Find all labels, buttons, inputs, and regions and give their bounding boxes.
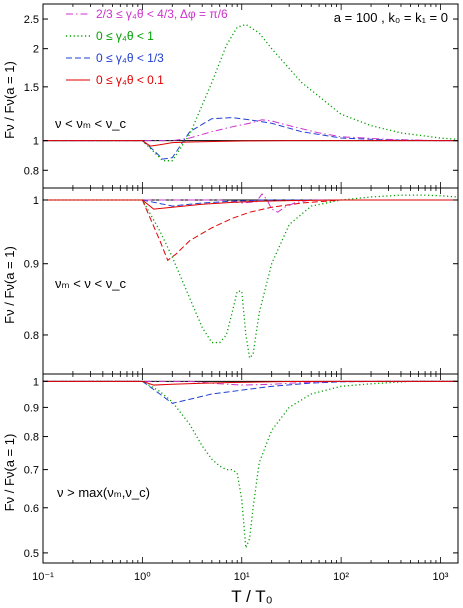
x-axis: 10⁻¹ 10⁰ 10¹ 10² 10³ T / T₀	[32, 571, 449, 606]
series-line-2-2	[43, 199, 458, 262]
panel-label: ν > max(νₘ,ν_c)	[57, 485, 150, 500]
y-tick-label: 0.8	[24, 432, 39, 444]
series-line-2-5	[43, 199, 458, 210]
y-tick-label: 2.5	[24, 14, 39, 26]
series-line-2-4	[43, 193, 458, 213]
y-tick-label: 2	[33, 44, 39, 56]
panel-label: ν < νₘ < ν_c	[55, 116, 126, 131]
series-line-1-2	[43, 117, 458, 160]
x-tick-label: 10³	[433, 571, 449, 583]
legend: 2/3 ≤ γ₄θ < 4/3, Δφ = π/6 0 ≤ γ₄θ < 1 0 ≤ …	[66, 7, 448, 87]
y-tick-label: 0.8	[24, 165, 39, 177]
legend-label: 0 ≤ γ₄θ < 1	[96, 29, 154, 43]
panel-label: νₘ < ν < ν_c	[55, 276, 126, 291]
legend-label: 0 ≤ γ₄θ < 1/3	[96, 51, 164, 65]
y-tick-label: 0.6	[24, 503, 39, 515]
legend-label: 0 ≤ γ₄θ < 0.1	[96, 73, 164, 87]
x-tick-label: 10¹	[234, 571, 250, 583]
panel-1: 0.8 1 1.5 2 2.5 Fν / Fν(a = 1) ν < νₘ < ν_c	[2, 3, 459, 189]
x-tick-label: 10⁰	[134, 571, 151, 583]
y-axis-label: Fν / Fν(a = 1)	[2, 246, 17, 324]
panel-frame	[42, 373, 459, 564]
y-tick-label: 0.7	[24, 465, 39, 477]
y-tick-label: 1	[33, 376, 39, 388]
y-tick-label: 1	[33, 136, 39, 148]
y-tick-label: 0.8	[24, 330, 39, 342]
y-tick-label: 0.5	[24, 548, 39, 560]
series-line-1-4	[43, 140, 458, 147]
legend-label: 2/3 ≤ γ₄θ < 4/3, Δφ = π/6	[96, 7, 228, 21]
y-tick-label: 1	[33, 195, 39, 207]
y-axis-label: Fν / Fν(a = 1)	[2, 434, 17, 512]
parameter-annotation: a = 100 , k₀ = k₁ = 0	[334, 10, 448, 25]
y-tick-label: 0.9	[24, 402, 39, 414]
panel-2: 0.8 0.9 1 Fν / Fν(a = 1) νₘ < ν < ν_c	[2, 187, 459, 375]
x-tick-label: 10²	[333, 571, 349, 583]
panel-3: 0.5 0.6 0.7 0.8 0.9 1 Fν / Fν(a = 1) ν > max(νₘ…	[2, 373, 459, 564]
series-line-1-3	[43, 119, 458, 142]
y-axis-label: Fν / Fν(a = 1)	[2, 61, 17, 139]
y-tick-label: 1.5	[24, 82, 39, 94]
x-axis-label: T / T₀	[231, 587, 272, 606]
x-tick-label: 10⁻¹	[32, 571, 54, 583]
series-line-3-3	[43, 380, 458, 386]
series-line-3-4	[43, 380, 458, 386]
series-line-3-1	[43, 380, 458, 549]
y-tick-label: 0.9	[24, 259, 39, 271]
series-line-3-2	[43, 380, 458, 404]
series-line-2-3	[43, 199, 458, 207]
series-line-1-1	[43, 23, 458, 162]
panels: 0.811.522.5Fν / Fν(a = 1) ν < νₘ < ν_c0.8…	[2, 3, 459, 564]
